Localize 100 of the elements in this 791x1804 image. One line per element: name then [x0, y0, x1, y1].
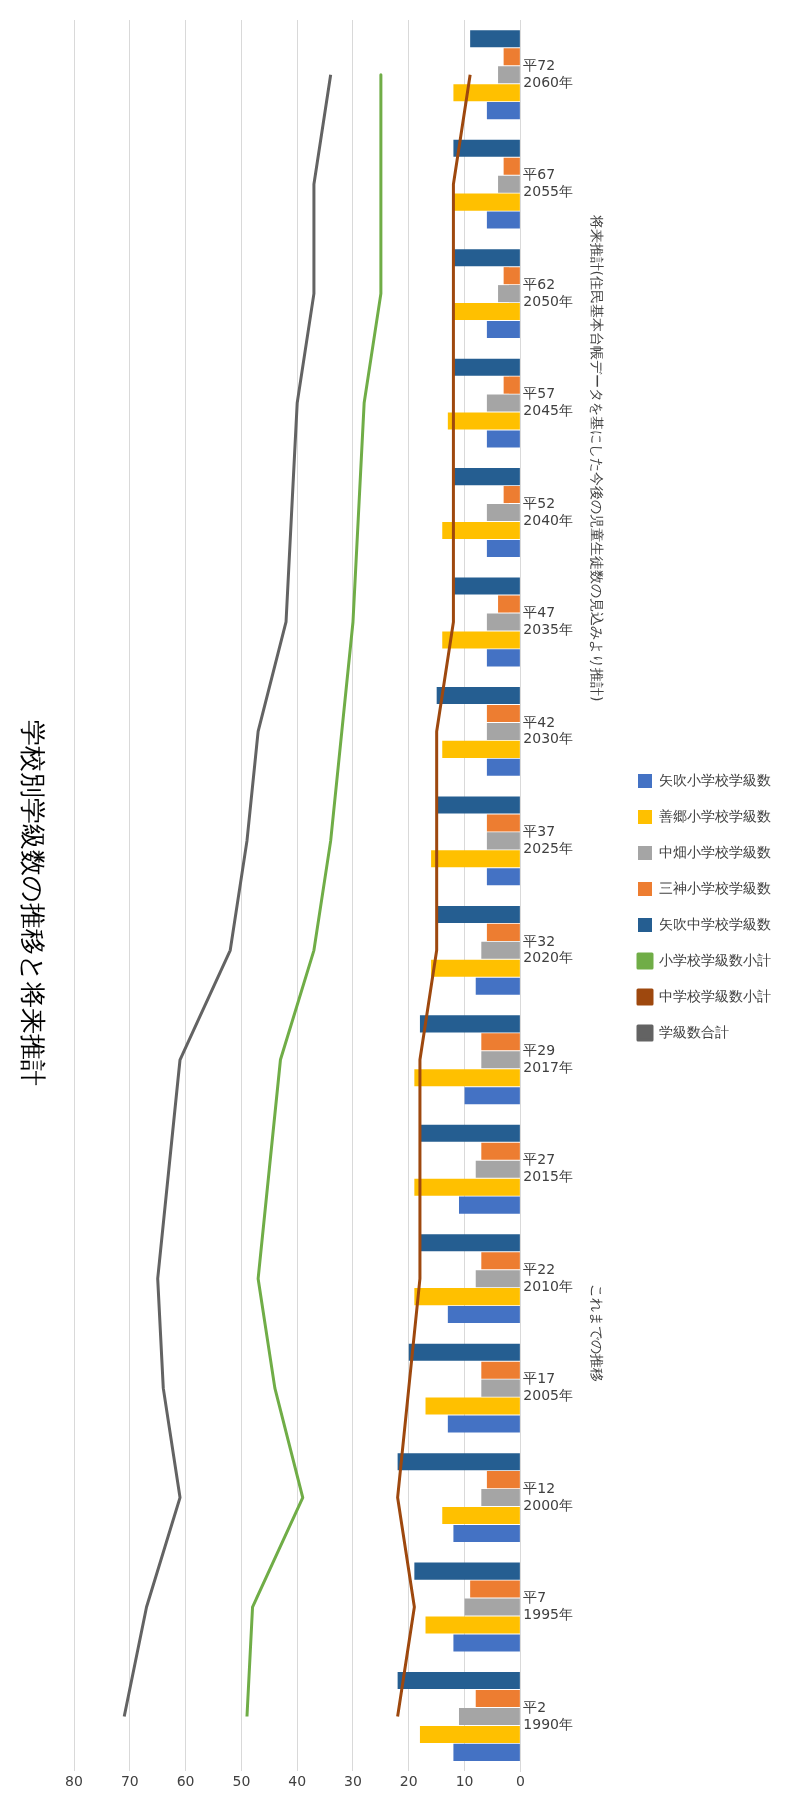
- bar: [447, 412, 520, 430]
- bar: [453, 139, 520, 157]
- y-tick-label: 平2 1990年: [523, 1698, 574, 1732]
- bar: [436, 687, 520, 705]
- bar: [470, 30, 520, 48]
- bar: [453, 1634, 520, 1652]
- x-tick-label: 40: [288, 1773, 307, 1790]
- bar: [481, 941, 520, 959]
- bar: [431, 850, 520, 868]
- y-tick-label: 平29 2017年: [523, 1042, 574, 1075]
- bar: [481, 1142, 520, 1160]
- text: 将来推計(住民基本台帳データを基にした今後の児童生徒数の見込みより推計): [588, 214, 605, 702]
- bar: [503, 486, 520, 504]
- x-tick-label: 0: [515, 1773, 525, 1790]
- legend-label: 中畑小学校学級数: [659, 843, 771, 860]
- bar: [397, 1672, 520, 1690]
- bar: [453, 193, 520, 211]
- bar: [419, 1015, 520, 1033]
- bar: [419, 1725, 520, 1743]
- y-tick-label: 平67 2055年: [523, 166, 574, 200]
- bar: [503, 267, 520, 285]
- bar: [486, 832, 520, 850]
- y-tick-label: 平7 1995年: [523, 1589, 574, 1623]
- bar: [459, 1707, 520, 1725]
- bar: [436, 796, 520, 814]
- bar: [453, 577, 520, 595]
- bar: [486, 613, 520, 631]
- bar: [486, 394, 520, 412]
- bar: [414, 1178, 520, 1196]
- y-tick-label: 平47 2035年: [523, 604, 574, 638]
- bar: [486, 704, 520, 722]
- bar: [453, 249, 520, 267]
- bar: [486, 758, 520, 776]
- bar: [486, 868, 520, 886]
- bar: [447, 1306, 520, 1324]
- bar: [481, 1252, 520, 1270]
- bar: [447, 1415, 520, 1433]
- bar: [397, 1453, 520, 1471]
- text: これまでの推移: [588, 1284, 605, 1383]
- bar: [503, 376, 520, 394]
- y-tick-label: 平27 2015年: [523, 1151, 574, 1185]
- bar: [475, 1270, 520, 1288]
- y-tick-label: 平62 2050年: [523, 275, 574, 309]
- bar: [486, 649, 520, 667]
- bar: [498, 66, 520, 84]
- y-tick-label: 平42 2030年: [523, 713, 574, 747]
- x-tick-label: 30: [344, 1773, 362, 1790]
- bar: [486, 814, 520, 832]
- bar: [481, 1489, 520, 1507]
- bar: [470, 1580, 520, 1598]
- bar: [453, 468, 520, 486]
- y-tick-label: 平72 2060年: [523, 56, 574, 90]
- bar: [453, 84, 520, 102]
- bar: [442, 631, 520, 649]
- y-tick-label: 平22 2010年: [523, 1260, 574, 1294]
- bar: [414, 1288, 520, 1306]
- x-tick-label: 80: [65, 1773, 83, 1790]
- y-tick-label: 平12 2000年: [523, 1479, 574, 1513]
- bar: [414, 1562, 520, 1580]
- bar: [408, 1343, 520, 1361]
- bar: [453, 303, 520, 321]
- x-tick-label: 60: [176, 1773, 195, 1790]
- bar: [503, 157, 520, 175]
- bar: [475, 977, 520, 995]
- bar: [486, 722, 520, 740]
- bar: [453, 358, 520, 376]
- bar: [419, 1234, 520, 1252]
- x-tick-label: 50: [232, 1773, 251, 1790]
- bar: [486, 430, 520, 448]
- y-tick-label: 平37 2025年: [523, 823, 574, 856]
- bar: [486, 1471, 520, 1489]
- bar: [481, 1051, 520, 1069]
- bar: [419, 1124, 520, 1142]
- bar: [498, 175, 520, 193]
- legend-label: 学級数合計: [659, 1023, 729, 1040]
- bar: [475, 1690, 520, 1708]
- bar: [442, 740, 520, 758]
- y-tick-label: 平52 2040年: [523, 494, 574, 528]
- bar: [453, 1524, 520, 1542]
- legend-label: 矢吹中学校学級数: [659, 915, 771, 932]
- bar: [425, 1616, 520, 1634]
- bar: [486, 504, 520, 522]
- legend-label: 中学校学級数小計: [659, 987, 771, 1004]
- bar: [414, 1069, 520, 1087]
- bar: [503, 48, 520, 66]
- bar: [442, 1507, 520, 1525]
- bar: [425, 1397, 520, 1415]
- bar: [475, 1160, 520, 1178]
- x-tick-label: 10: [455, 1773, 474, 1790]
- bar: [486, 539, 520, 557]
- bar: [481, 1361, 520, 1379]
- bar: [486, 211, 520, 229]
- bar: [486, 321, 520, 339]
- legend-label: 善郷小学校学級数: [659, 807, 771, 824]
- bar: [431, 959, 520, 977]
- bar: [498, 595, 520, 613]
- bar: [481, 1379, 520, 1397]
- legend-label: 三神小学校学級数: [659, 879, 771, 896]
- bar: [498, 285, 520, 303]
- legend-label: 小学校学級数小計: [659, 951, 771, 968]
